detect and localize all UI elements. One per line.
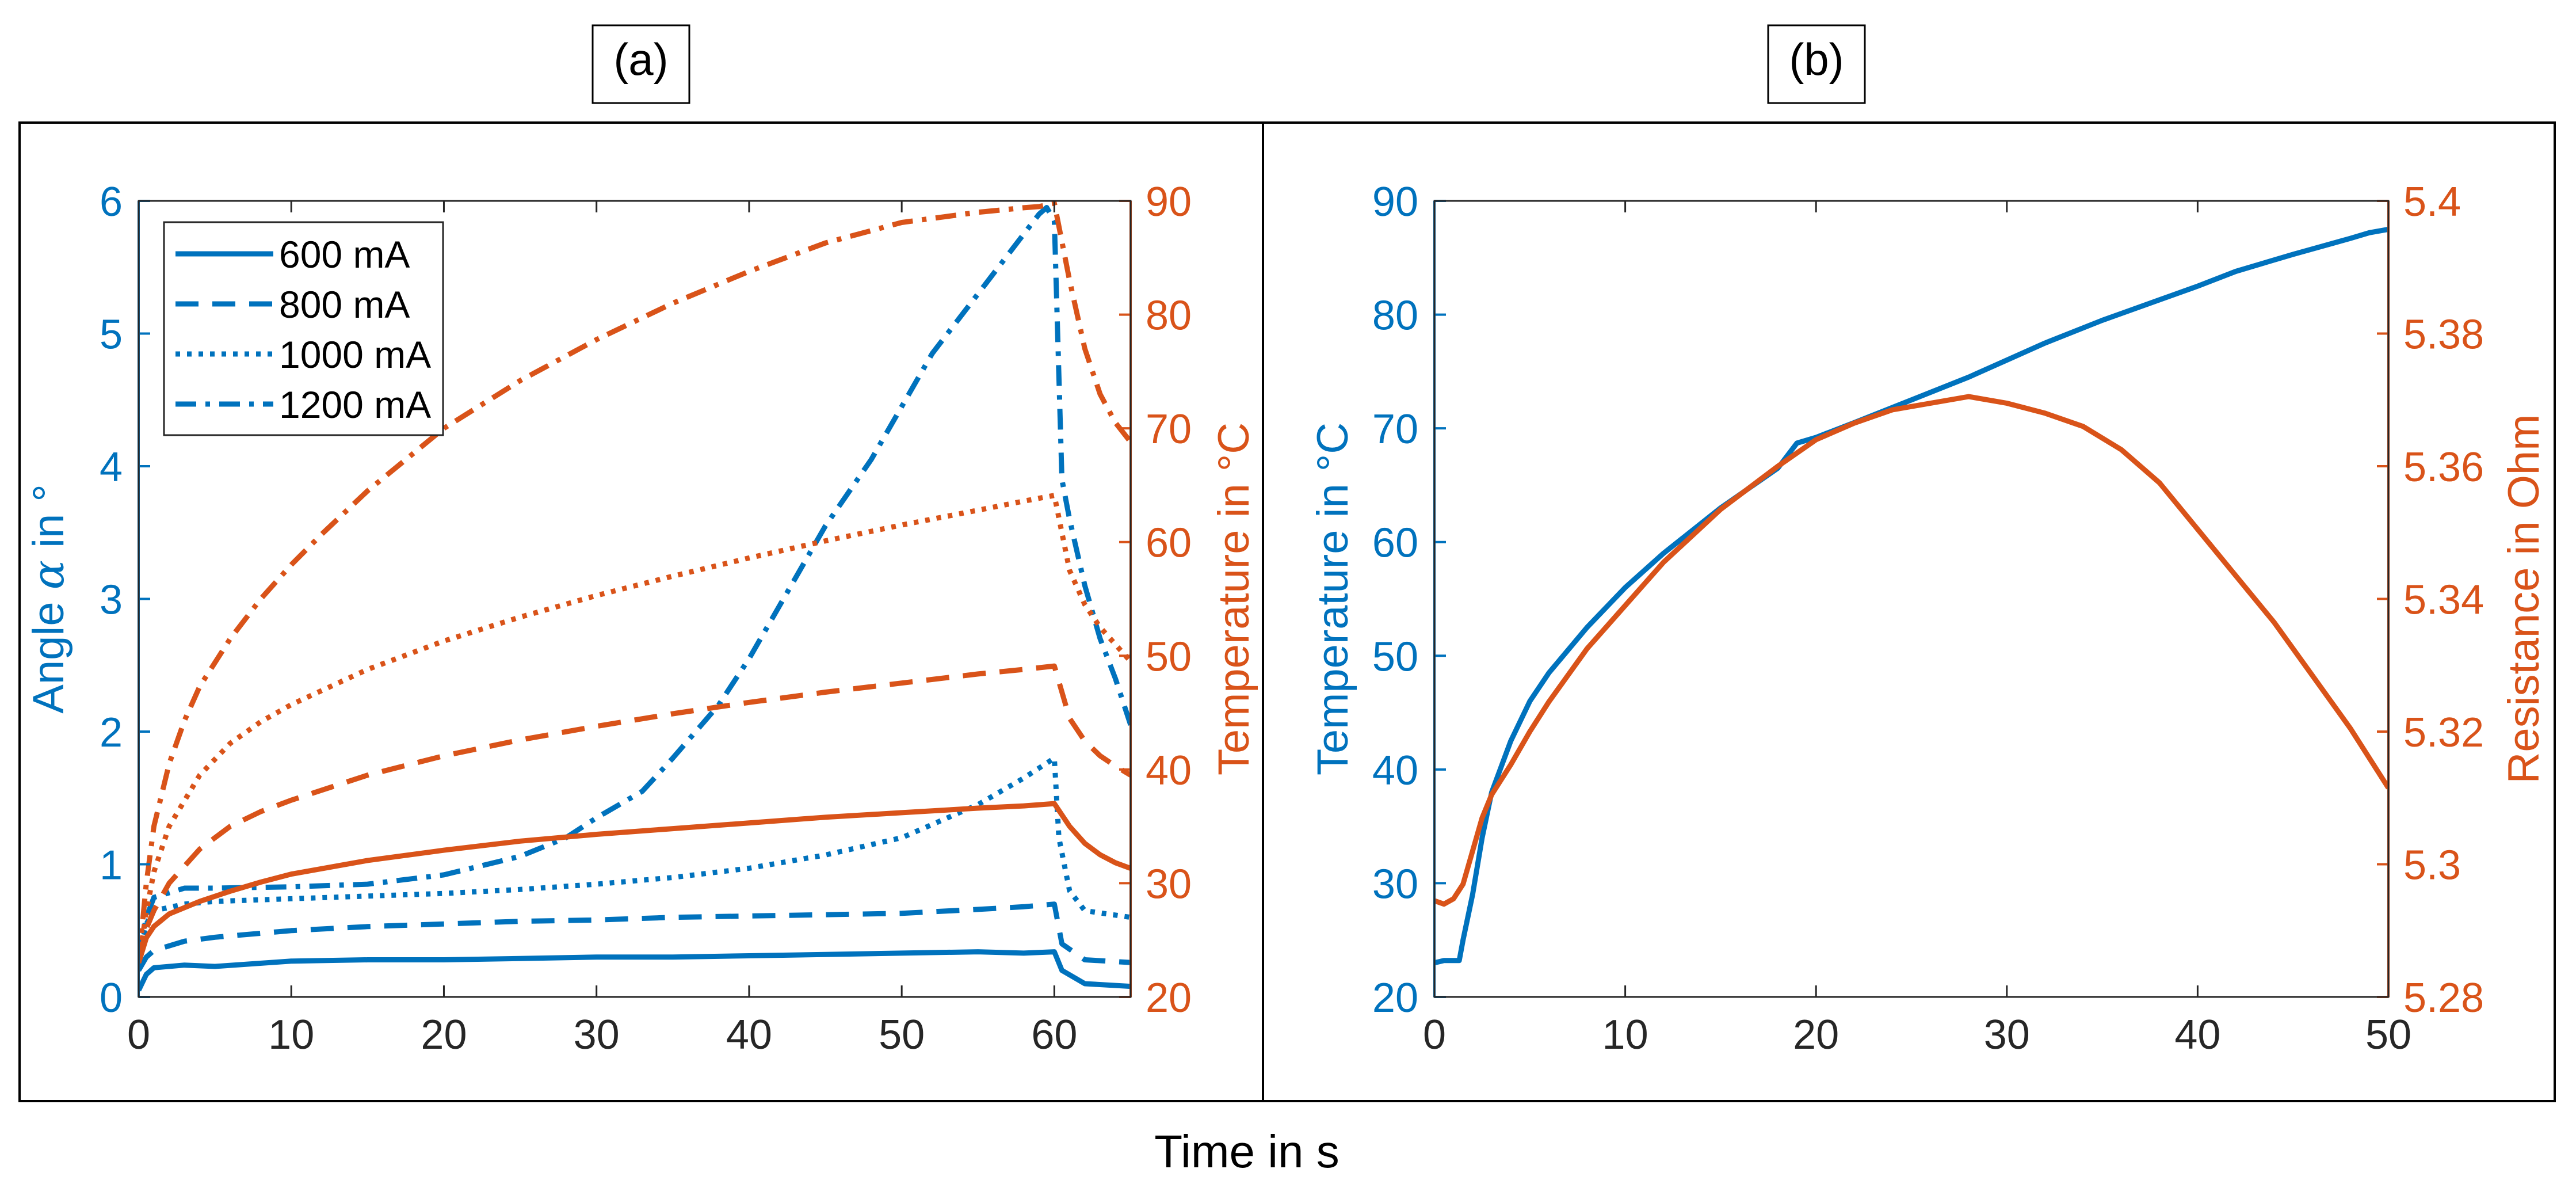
right-tick-label: 5.4	[2403, 179, 2461, 225]
left-tick-label: 3	[100, 577, 123, 623]
x-tick-label: 0	[127, 1012, 150, 1058]
panel-a-left-label-part-1: Angle	[24, 589, 73, 714]
alpha-symbol: α	[22, 560, 74, 589]
series-line-a-1200-ma-angle	[139, 205, 1131, 958]
legend-box	[163, 221, 444, 436]
right-tick-label: 60	[1146, 520, 1192, 566]
x-tick-label: 20	[421, 1012, 467, 1058]
series-line-a-600-ma-angle	[139, 949, 1131, 992]
left-tick-label: 4	[100, 444, 123, 490]
panel-b-x-axis: 0 10 20 30 40 50	[1423, 201, 2411, 1058]
left-tick-label: 60	[1372, 520, 1418, 566]
panel-a-title-box	[591, 24, 690, 104]
series-line-a-800-ma-angle	[139, 901, 1131, 972]
left-tick-label: 6	[100, 179, 123, 225]
series-line-a-1200-ma-temperature	[139, 200, 1131, 964]
left-tick-label: 50	[1372, 634, 1418, 680]
chart-panel-a: 0 1 2 3 4 5 6 20 30 40 50 60 70 80 90 0 10 20 30 40 50 60 A…	[22, 179, 1258, 1058]
left-tick-label: 80	[1372, 293, 1418, 339]
left-tick-label: 0	[100, 975, 123, 1021]
panel-b-curves	[1434, 226, 2388, 966]
right-tick-label: 90	[1146, 179, 1192, 225]
panel-b-right-axis-label: Resistance in Ohm	[2499, 414, 2548, 783]
legend-label: 600 mA	[279, 233, 410, 276]
right-tick-label: 5.36	[2403, 444, 2484, 490]
x-tick-label: 20	[1793, 1012, 1839, 1058]
legend-label: 800 mA	[279, 283, 410, 326]
panel-a-title: (a)	[591, 24, 690, 104]
series-line-a-800-ma-temperature	[139, 663, 1131, 964]
panel-a-left-axis: 0 1 2 3 4 5 6	[100, 179, 150, 1021]
right-tick-label: 5.38	[2403, 312, 2484, 358]
panel-b-title-text: (b)	[1789, 34, 1844, 85]
right-tick-label: 5.34	[2403, 577, 2484, 623]
x-tick-label: 50	[2365, 1012, 2411, 1058]
panel-b-right-axis: 5.28 5.3 5.32 5.34 5.36 5.38 5.4	[2377, 179, 2484, 1021]
left-tick-label: 2	[100, 710, 123, 756]
panel-a-x-axis: 0 10 20 30 40 50 60	[127, 201, 1077, 1058]
legend-label: 1200 mA	[279, 383, 431, 426]
x-tick-label: 50	[879, 1012, 925, 1058]
right-tick-label: 30	[1146, 861, 1192, 907]
left-tick-label: 1	[100, 843, 123, 889]
panel-a-curves	[139, 200, 1131, 992]
left-tick-label: 30	[1372, 861, 1418, 907]
shared-x-axis-label: Time in s	[1154, 1126, 1339, 1177]
left-tick-label: 90	[1372, 179, 1418, 225]
panel-b-title-box	[1767, 24, 1866, 104]
panel-b-plot-box	[1433, 200, 2390, 998]
right-tick-label: 80	[1146, 293, 1192, 339]
panel-a-left-axis-label: Angle α in °	[22, 484, 74, 714]
panel-b-left-axis-label: Temperature in °C	[1308, 422, 1357, 775]
panel-a-plot-box	[138, 200, 1132, 998]
panel-a-title-text: (a)	[613, 34, 668, 85]
left-tick-label: 40	[1372, 748, 1418, 794]
x-tick-label: 60	[1031, 1012, 1077, 1058]
panel-a-right-axis-label: Temperature in °C	[1209, 422, 1258, 775]
series-line-a-600-ma-temperature	[139, 801, 1131, 964]
x-tick-label: 30	[1984, 1012, 2030, 1058]
panel-a-left-label-part-3: in °	[24, 484, 73, 560]
left-tick-label: 70	[1372, 406, 1418, 452]
x-tick-label: 40	[2174, 1012, 2220, 1058]
x-tick-label: 30	[574, 1012, 620, 1058]
legend-label: 1000 mA	[279, 333, 431, 376]
chart-panel-b: 20 30 40 50 60 70 80 90 5.28 5.3 5.32 5.34 5.36 5.38…	[1308, 179, 2548, 1058]
panel-a-legend: 600 mA 800 mA 1000 mA 1200 mA	[163, 221, 444, 436]
x-tick-label: 10	[268, 1012, 314, 1058]
x-tick-label: 40	[726, 1012, 772, 1058]
right-tick-label: 40	[1146, 748, 1192, 794]
right-tick-label: 70	[1146, 406, 1192, 452]
right-tick-label: 50	[1146, 634, 1192, 680]
left-tick-label: 20	[1372, 975, 1418, 1021]
right-tick-label: 5.32	[2403, 710, 2484, 756]
series-line-b-temperature	[1434, 226, 2388, 966]
left-tick-label: 5	[100, 312, 123, 358]
right-tick-label: 20	[1146, 975, 1192, 1021]
x-tick-label: 0	[1423, 1012, 1446, 1058]
panel-b-frame	[1262, 121, 2556, 1102]
panel-b-title: (b)	[1767, 24, 1866, 104]
right-tick-label: 5.28	[2403, 975, 2484, 1021]
series-line-a-1000-ma-temperature	[139, 493, 1131, 964]
series-line-a-1000-ma-angle	[139, 755, 1131, 958]
right-tick-label: 5.3	[2403, 843, 2461, 889]
x-tick-label: 10	[1602, 1012, 1648, 1058]
series-line-b-resistance	[1434, 394, 2388, 907]
